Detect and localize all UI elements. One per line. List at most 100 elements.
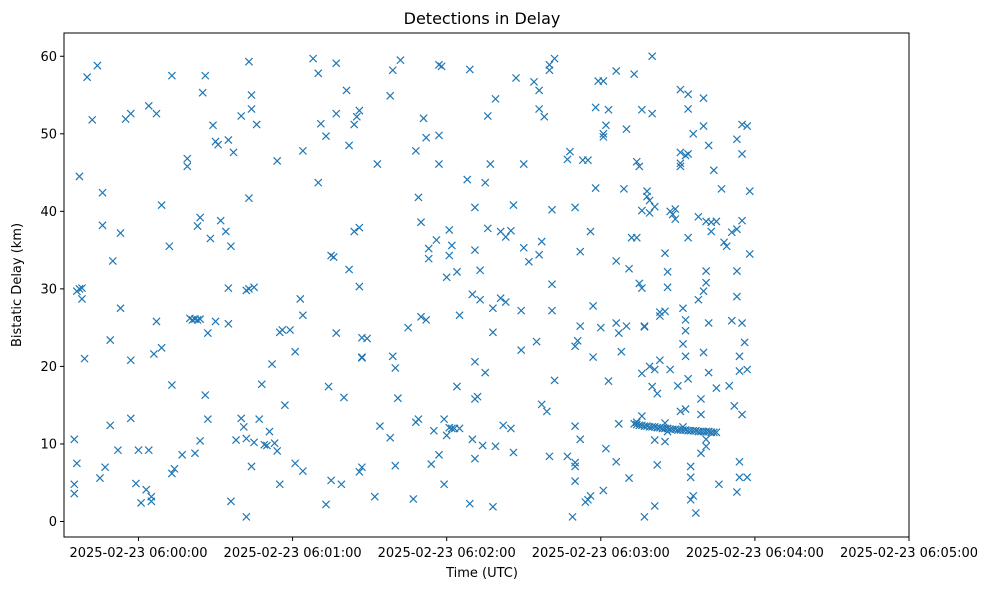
data-point-marker bbox=[640, 512, 649, 521]
data-point-marker bbox=[648, 52, 657, 61]
data-point-marker bbox=[486, 160, 495, 169]
data-point-marker bbox=[391, 461, 400, 470]
data-point-marker bbox=[470, 357, 479, 366]
data-point-marker bbox=[488, 502, 497, 511]
data-point-marker bbox=[106, 336, 115, 345]
data-point-marker bbox=[229, 148, 238, 157]
data-point-marker bbox=[478, 441, 487, 450]
data-point-marker bbox=[686, 462, 695, 471]
data-point-marker bbox=[370, 492, 379, 501]
data-point-marker bbox=[170, 464, 179, 473]
data-point-marker bbox=[735, 457, 744, 466]
data-point-marker bbox=[645, 362, 654, 371]
data-point-marker bbox=[535, 86, 544, 95]
data-point-marker bbox=[571, 342, 580, 351]
data-point-marker bbox=[640, 322, 649, 331]
data-point-marker bbox=[604, 105, 613, 114]
data-point-marker bbox=[702, 435, 711, 444]
data-point-marker bbox=[645, 196, 654, 205]
data-point-marker bbox=[247, 104, 256, 114]
data-point-marker bbox=[686, 495, 695, 504]
data-point-marker bbox=[203, 329, 212, 338]
data-point-marker bbox=[278, 325, 287, 334]
data-point-marker bbox=[442, 431, 451, 440]
data-point-marker bbox=[255, 415, 264, 424]
data-point-marker bbox=[291, 347, 300, 356]
data-point-marker bbox=[83, 73, 92, 82]
data-point-marker bbox=[714, 480, 723, 489]
data-point-marker bbox=[483, 224, 492, 233]
data-point-marker bbox=[512, 73, 521, 82]
data-point-marker bbox=[337, 480, 346, 489]
data-point-marker bbox=[743, 122, 752, 131]
data-point-marker bbox=[571, 203, 580, 212]
data-point-marker bbox=[434, 160, 444, 169]
data-point-marker bbox=[190, 449, 200, 458]
data-point-marker bbox=[116, 229, 125, 238]
data-point-marker bbox=[285, 325, 295, 334]
data-point-marker bbox=[244, 57, 253, 66]
data-point-marker bbox=[137, 498, 146, 507]
data-point-marker bbox=[142, 485, 151, 494]
data-point-marker bbox=[265, 427, 274, 436]
y-tick-label: 50 bbox=[40, 127, 57, 142]
data-point-marker bbox=[355, 106, 364, 115]
data-point-marker bbox=[532, 337, 541, 346]
data-point-marker bbox=[342, 86, 351, 95]
data-point-marker bbox=[676, 85, 685, 94]
data-point-marker bbox=[232, 436, 241, 445]
data-point-marker bbox=[691, 508, 700, 517]
data-point-marker bbox=[321, 500, 331, 509]
data-point-marker bbox=[427, 460, 436, 469]
y-axis: 0 10 20 30 40 50 60 bbox=[40, 50, 64, 530]
data-point-marker bbox=[126, 414, 135, 423]
data-point-marker bbox=[709, 428, 718, 437]
data-point-marker bbox=[699, 122, 708, 131]
data-point-marker bbox=[681, 326, 690, 335]
data-point-marker bbox=[309, 54, 318, 63]
data-point-marker bbox=[689, 129, 698, 138]
data-point-marker bbox=[429, 426, 438, 435]
data-point-marker bbox=[689, 491, 698, 500]
data-point-marker bbox=[696, 394, 705, 404]
data-point-marker bbox=[473, 392, 482, 401]
data-point-marker bbox=[491, 94, 500, 103]
data-point-marker bbox=[178, 450, 187, 459]
y-tick-label: 20 bbox=[40, 360, 57, 375]
data-point-marker bbox=[465, 499, 474, 508]
data-point-marker bbox=[93, 61, 102, 70]
data-point-marker bbox=[270, 439, 279, 448]
data-point-marker bbox=[599, 129, 608, 138]
chart-title: Detections in Delay bbox=[404, 9, 561, 28]
data-point-marker bbox=[519, 160, 528, 169]
data-point-marker bbox=[339, 393, 348, 402]
data-point-marker bbox=[226, 242, 235, 251]
data-point-marker bbox=[488, 328, 497, 337]
data-point-marker bbox=[501, 232, 510, 241]
data-point-marker bbox=[108, 256, 117, 265]
data-point-marker bbox=[614, 419, 623, 428]
data-point-marker bbox=[735, 352, 744, 361]
x-tick-label: 2025-02-23 06:05:00 bbox=[840, 546, 978, 561]
data-point-marker bbox=[563, 155, 572, 164]
data-point-marker bbox=[571, 458, 580, 467]
data-point-marker bbox=[586, 491, 595, 500]
data-point-marker bbox=[650, 436, 659, 445]
data-point-marker bbox=[696, 410, 705, 419]
data-point-marker bbox=[622, 322, 631, 331]
data-point-marker bbox=[732, 488, 741, 497]
data-point-marker bbox=[455, 424, 464, 433]
data-point-marker bbox=[565, 147, 574, 156]
data-point-marker bbox=[244, 284, 253, 293]
data-point-marker bbox=[637, 284, 646, 293]
data-point-marker bbox=[622, 125, 631, 134]
data-point-marker bbox=[388, 352, 397, 361]
data-point-marker bbox=[165, 242, 174, 251]
y-tick-label: 60 bbox=[40, 50, 57, 65]
data-point-marker bbox=[411, 146, 420, 155]
data-point-marker bbox=[732, 292, 741, 301]
data-point-marker bbox=[694, 212, 703, 221]
data-point-marker bbox=[738, 120, 747, 129]
data-point-marker bbox=[157, 201, 166, 210]
data-point-marker bbox=[537, 237, 546, 246]
